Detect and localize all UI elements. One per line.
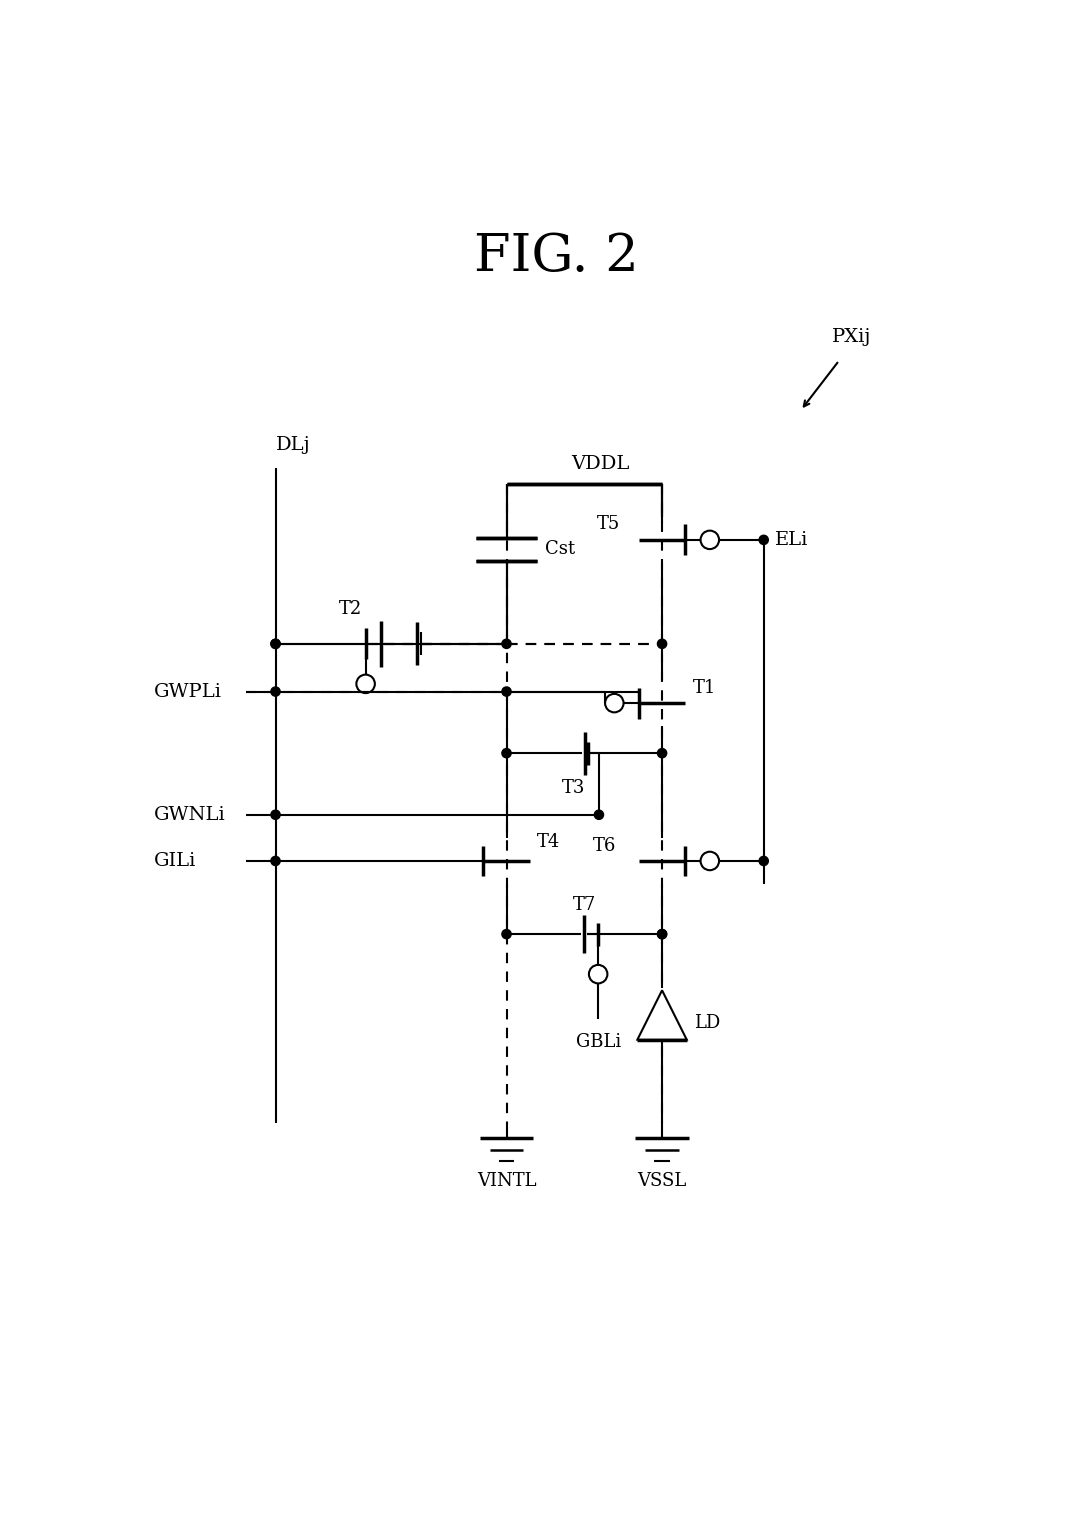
Circle shape — [270, 810, 280, 819]
Text: T7: T7 — [572, 895, 596, 914]
Text: T2: T2 — [339, 601, 362, 619]
Text: GBLi: GBLi — [576, 1033, 621, 1051]
Circle shape — [270, 856, 280, 865]
Circle shape — [270, 688, 280, 697]
Polygon shape — [637, 990, 686, 1039]
Circle shape — [502, 749, 512, 758]
Circle shape — [657, 929, 667, 938]
Circle shape — [502, 639, 512, 648]
Circle shape — [657, 929, 667, 938]
Text: T3: T3 — [561, 779, 585, 796]
Text: VINTL: VINTL — [477, 1172, 536, 1189]
Circle shape — [502, 929, 512, 938]
Circle shape — [270, 639, 280, 648]
Text: VDDL: VDDL — [571, 455, 630, 474]
Circle shape — [657, 749, 667, 758]
Text: LD: LD — [694, 1013, 721, 1031]
Text: GWPLi: GWPLi — [154, 683, 222, 700]
Text: T6: T6 — [593, 836, 616, 854]
Circle shape — [502, 688, 512, 697]
Circle shape — [657, 639, 667, 648]
Text: T5: T5 — [596, 515, 620, 533]
Text: T1: T1 — [693, 678, 717, 697]
Text: PXij: PXij — [832, 329, 871, 347]
Circle shape — [270, 639, 280, 648]
Text: VSSL: VSSL — [637, 1172, 686, 1189]
Text: DLj: DLj — [276, 435, 311, 454]
Text: FIG. 2: FIG. 2 — [475, 231, 639, 283]
Text: GILi: GILi — [154, 853, 197, 869]
Text: GWNLi: GWNLi — [154, 805, 226, 824]
Text: ELi: ELi — [775, 530, 809, 549]
Text: T4: T4 — [538, 833, 560, 851]
Circle shape — [759, 856, 768, 865]
Text: Cst: Cst — [545, 539, 576, 558]
Circle shape — [759, 535, 768, 544]
Circle shape — [594, 810, 604, 819]
